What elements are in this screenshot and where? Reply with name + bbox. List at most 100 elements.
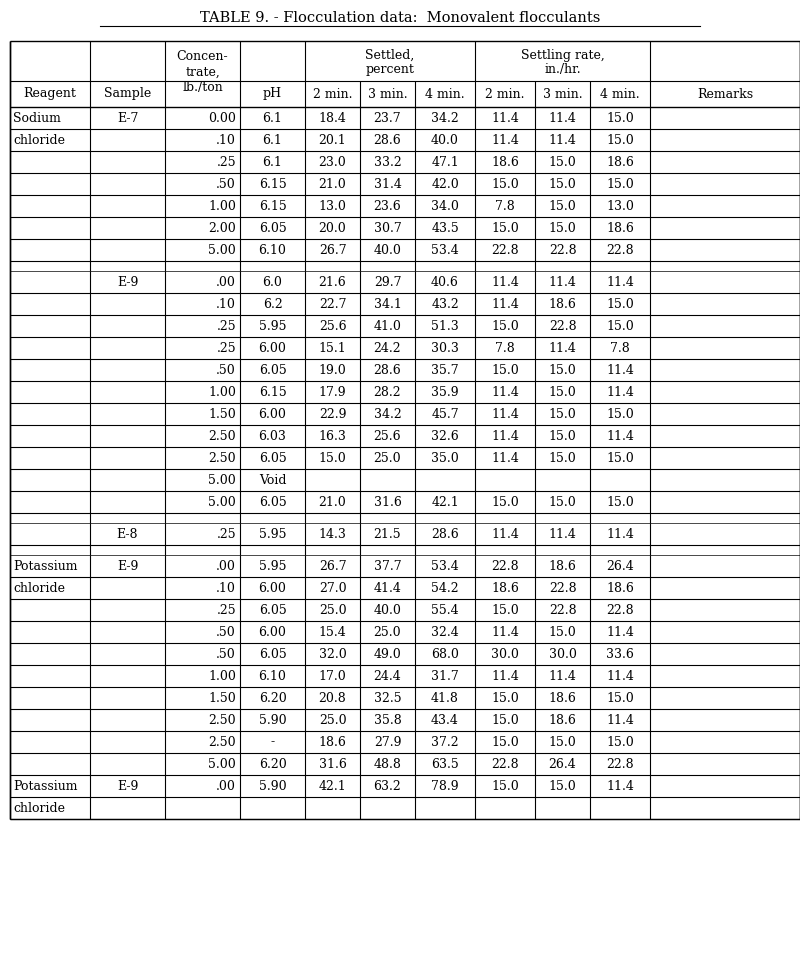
Text: TABLE 9. - Flocculation data:  Monovalent flocculants: TABLE 9. - Flocculation data: Monovalent…: [200, 11, 600, 25]
Text: 7.8: 7.8: [495, 342, 515, 354]
Text: 11.4: 11.4: [606, 527, 634, 540]
Text: .00: .00: [216, 779, 236, 792]
Text: 15.0: 15.0: [549, 385, 576, 399]
Text: 30.0: 30.0: [549, 647, 577, 661]
Text: 6.10: 6.10: [258, 243, 286, 257]
Text: 2.50: 2.50: [208, 736, 236, 748]
Text: 24.4: 24.4: [374, 669, 402, 682]
Text: 22.8: 22.8: [491, 243, 519, 257]
Text: 27.0: 27.0: [318, 582, 346, 595]
Text: 78.9: 78.9: [431, 779, 459, 792]
Text: .25: .25: [216, 527, 236, 540]
Text: 11.4: 11.4: [549, 342, 577, 354]
Text: 5.90: 5.90: [258, 713, 286, 727]
Text: 11.4: 11.4: [549, 527, 577, 540]
Text: 15.0: 15.0: [491, 222, 519, 234]
Text: 25.0: 25.0: [318, 603, 346, 617]
Text: 43.5: 43.5: [431, 222, 459, 234]
Text: Remarks: Remarks: [697, 88, 753, 100]
Text: 6.05: 6.05: [258, 222, 286, 234]
Text: .25: .25: [216, 342, 236, 354]
Text: 15.0: 15.0: [606, 112, 634, 125]
Text: 42.1: 42.1: [431, 495, 459, 509]
Text: 21.0: 21.0: [318, 177, 346, 191]
Text: chloride: chloride: [13, 133, 65, 147]
Text: 29.7: 29.7: [374, 275, 402, 289]
Text: 2.50: 2.50: [208, 429, 236, 443]
Text: 11.4: 11.4: [606, 626, 634, 638]
Text: 11.4: 11.4: [549, 275, 577, 289]
Text: 15.0: 15.0: [491, 779, 519, 792]
Text: 31.4: 31.4: [374, 177, 402, 191]
Text: 11.4: 11.4: [491, 626, 519, 638]
Text: 42.1: 42.1: [318, 779, 346, 792]
Text: E-9: E-9: [117, 275, 138, 289]
Text: 15.0: 15.0: [549, 736, 576, 748]
Text: 37.7: 37.7: [374, 559, 402, 572]
Text: 22.8: 22.8: [549, 582, 576, 595]
Text: 22.8: 22.8: [491, 559, 519, 572]
Text: 35.0: 35.0: [431, 451, 459, 464]
Text: 53.4: 53.4: [431, 559, 459, 572]
Text: 15.4: 15.4: [318, 626, 346, 638]
Text: Concen-
trate,
lb./ton: Concen- trate, lb./ton: [177, 51, 228, 93]
Text: 6.00: 6.00: [258, 408, 286, 420]
Text: E-8: E-8: [117, 527, 138, 540]
Text: 5.00: 5.00: [208, 474, 236, 486]
Text: .25: .25: [216, 603, 236, 617]
Text: 40.0: 40.0: [374, 603, 402, 617]
Text: 5.00: 5.00: [208, 758, 236, 771]
Text: 11.4: 11.4: [606, 364, 634, 377]
Text: 19.0: 19.0: [318, 364, 346, 377]
Text: 5.95: 5.95: [258, 527, 286, 540]
Text: 15.0: 15.0: [549, 408, 576, 420]
Text: 25.6: 25.6: [374, 429, 402, 443]
Text: 15.0: 15.0: [491, 319, 519, 333]
Text: 15.0: 15.0: [549, 429, 576, 443]
Text: 26.4: 26.4: [606, 559, 634, 572]
Text: 5.95: 5.95: [258, 319, 286, 333]
Text: E-7: E-7: [117, 112, 138, 125]
Text: .50: .50: [216, 177, 236, 191]
Text: 22.8: 22.8: [549, 243, 576, 257]
Text: in./hr.: in./hr.: [544, 62, 581, 76]
Text: .25: .25: [216, 319, 236, 333]
Text: 45.7: 45.7: [431, 408, 459, 420]
Text: E-9: E-9: [117, 779, 138, 792]
Text: 55.4: 55.4: [431, 603, 459, 617]
Text: 15.0: 15.0: [549, 177, 576, 191]
Text: .00: .00: [216, 559, 236, 572]
Text: 31.6: 31.6: [374, 495, 402, 509]
Text: 5.90: 5.90: [258, 779, 286, 792]
Text: 28.2: 28.2: [374, 385, 402, 399]
Text: 18.6: 18.6: [606, 222, 634, 234]
Text: 6.15: 6.15: [258, 177, 286, 191]
Text: 40.6: 40.6: [431, 275, 459, 289]
Text: 22.8: 22.8: [549, 603, 576, 617]
Text: 20.8: 20.8: [318, 692, 346, 704]
Text: 15.0: 15.0: [606, 177, 634, 191]
Text: 15.0: 15.0: [491, 713, 519, 727]
Text: 15.1: 15.1: [318, 342, 346, 354]
Text: 17.0: 17.0: [318, 669, 346, 682]
Text: 15.0: 15.0: [606, 298, 634, 310]
Text: 18.6: 18.6: [549, 559, 577, 572]
Text: 1.50: 1.50: [208, 408, 236, 420]
Text: 11.4: 11.4: [606, 779, 634, 792]
Text: 35.7: 35.7: [431, 364, 459, 377]
Text: pH: pH: [263, 88, 282, 100]
Text: 6.00: 6.00: [258, 626, 286, 638]
Text: 18.4: 18.4: [318, 112, 346, 125]
Text: 17.9: 17.9: [318, 385, 346, 399]
Text: 22.8: 22.8: [606, 603, 634, 617]
Text: 24.2: 24.2: [374, 342, 402, 354]
Text: .25: .25: [216, 156, 236, 168]
Text: 11.4: 11.4: [491, 385, 519, 399]
Text: 32.0: 32.0: [318, 647, 346, 661]
Text: 33.6: 33.6: [606, 647, 634, 661]
Text: 41.0: 41.0: [374, 319, 402, 333]
Text: .50: .50: [216, 647, 236, 661]
Text: 13.0: 13.0: [606, 199, 634, 212]
Text: 11.4: 11.4: [606, 275, 634, 289]
Text: Potassium: Potassium: [13, 779, 78, 792]
